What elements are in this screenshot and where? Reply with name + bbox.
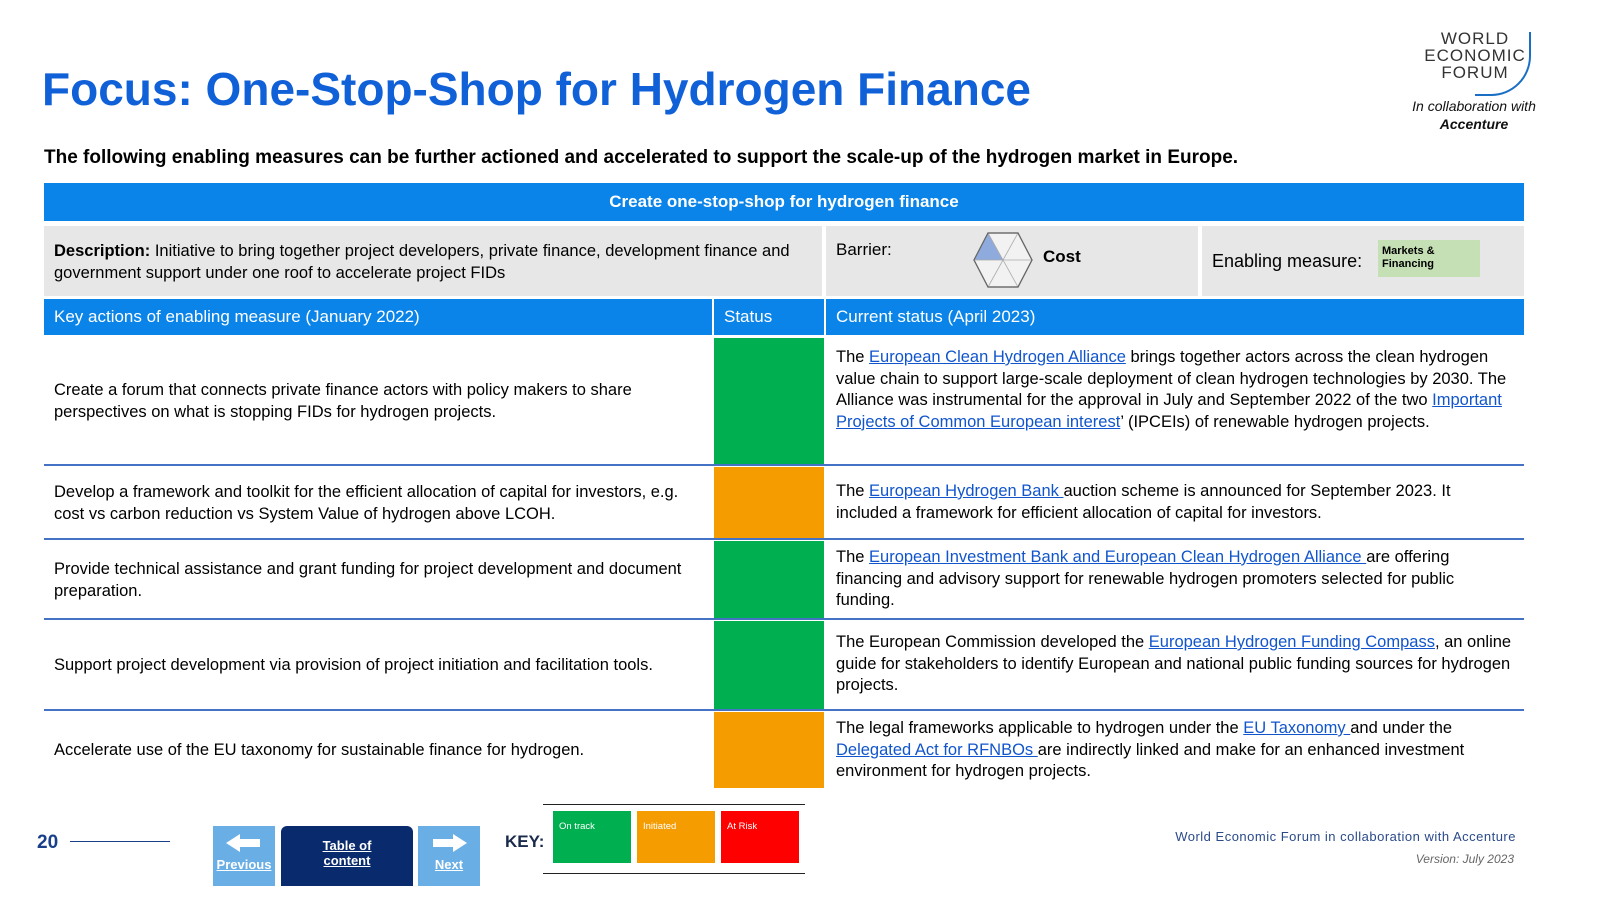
row-current-status: The European Commission developed the Eu… [826,632,1516,697]
row-current-status: The European Clean Hydrogen Alliance bri… [826,347,1516,433]
wef-logo: WORLD ECONOMIC FORUM [1420,30,1531,96]
next-label: Next [434,857,464,872]
collaboration-note: In collaboration with Accenture [1404,97,1544,133]
row-divider [44,709,1524,711]
current-text: The European Commission developed the [836,633,1149,651]
next-button[interactable]: Next [418,826,480,886]
current-text: The [836,482,870,500]
status-indicator [714,467,824,538]
key-initiated: Initiated [637,811,715,863]
status-indicator [714,541,824,618]
status-key [543,804,805,874]
key-label: KEY: [505,832,545,851]
current-text: and under the [1350,719,1453,737]
row-action: Create a forum that connects private fin… [54,381,632,421]
current-text: auction scheme is announced for Septembe… [836,482,1451,522]
table-of-content-button[interactable]: Table of content [281,826,413,886]
row-current-status: The European Investment Bank and Europea… [826,547,1516,612]
row-divider [44,464,1524,466]
header-status: Status [714,299,824,335]
enabling-measure-tag: Markets & Financing [1378,240,1480,277]
link-ipcei[interactable]: Important Projects of Common European in… [836,391,1502,431]
current-text: The [836,348,870,366]
barrier-label: Barrier: [836,240,892,259]
status-indicator [714,338,824,464]
current-text: , an online guide for stakeholders to id… [836,633,1512,694]
key-at-risk: At Risk [721,811,799,863]
row-action: Support project development via provisio… [54,656,653,674]
link-eib-and-echa[interactable]: European Investment Bank and European Cl… [869,548,1367,566]
enabling-measure-label: Enabling measure: [1212,251,1363,271]
row-action: Accelerate use of the EU taxonomy for su… [54,741,585,759]
toc-label-line-2: content [323,853,371,868]
row-action: Develop a framework and toolkit for the … [54,482,679,523]
previous-label: Previous [216,857,272,872]
link-european-hydrogen-bank[interactable]: European Hydrogen Bank [869,482,1064,500]
row-divider [44,618,1524,620]
enabling-measure-cell: Enabling measure: Markets & Financing [1202,226,1524,296]
footer-version: Version: July 2023 [1415,852,1514,866]
page-number-rule [70,841,170,842]
current-text: The [836,548,870,566]
footer-credit: World Economic Forum in collaboration wi… [1175,829,1516,844]
current-text: The legal frameworks applicable to hydro… [836,719,1244,737]
toc-label-line-1: Table of [322,838,372,853]
current-text: brings together actors across the clean … [836,348,1507,409]
status-indicator [714,712,824,788]
link-delegated-act-rfnbos[interactable]: Delegated Act for RFNBOs [836,740,1038,759]
collab-line-2: Accenture [1439,116,1509,132]
page-number: 20 [37,832,59,853]
barrier-cell: Barrier: Cost [826,226,1198,296]
current-text: ’ (IPCEIs) of renewable hydrogen project… [1120,412,1430,431]
status-indicator [714,621,824,709]
description-cell: Description: Initiative to bring togethe… [44,226,822,296]
link-eu-taxonomy[interactable]: EU Taxonomy [1243,719,1351,737]
table-row: Create a forum that connects private fin… [44,338,1524,466]
description-text: Initiative to bring together project dev… [54,242,790,282]
page-subtitle: The following enabling measures can be f… [44,147,1239,168]
table-row: Support project development via provisio… [44,621,1524,711]
key-on-track: On track [553,811,631,863]
tag-line-1: Markets & [1382,245,1435,257]
row-action: Provide technical assistance and grant f… [54,559,682,600]
tag-line-2: Financing [1382,258,1434,270]
hexagon-barrier-icon [973,232,1033,288]
current-text: are offering financing and advisory supp… [836,548,1455,609]
row-current-status: The legal frameworks applicable to hydro… [826,718,1516,783]
logo-arc-icon [1475,32,1531,96]
previous-button[interactable]: Previous [213,826,275,886]
arrow-right-icon [433,834,467,852]
description-label: Description: [54,242,151,260]
table-row: Accelerate use of the EU taxonomy for su… [44,712,1524,788]
section-banner: Create one-stop-shop for hydrogen financ… [44,183,1524,221]
row-current-status: The European Hydrogen Bank auction schem… [826,481,1516,524]
header-current-status: Current status (April 2023) [826,299,1524,335]
header-key-actions: Key actions of enabling measure (January… [44,299,712,335]
barrier-value: Cost [1043,247,1081,266]
table-row: Develop a framework and toolkit for the … [44,467,1524,540]
current-text: are indirectly linked and make for an en… [836,740,1465,781]
link-funding-compass[interactable]: European Hydrogen Funding Compass [1148,633,1435,651]
arrow-left-icon [226,834,260,852]
collab-line-1: In collaboration with [1412,98,1536,114]
page-title: Focus: One-Stop-Shop for Hydrogen Financ… [42,63,1031,115]
table-row: Provide technical assistance and grant f… [44,541,1524,620]
link-european-clean-hydrogen-alliance[interactable]: European Clean Hydrogen Alliance [869,348,1126,366]
row-divider [44,538,1524,540]
